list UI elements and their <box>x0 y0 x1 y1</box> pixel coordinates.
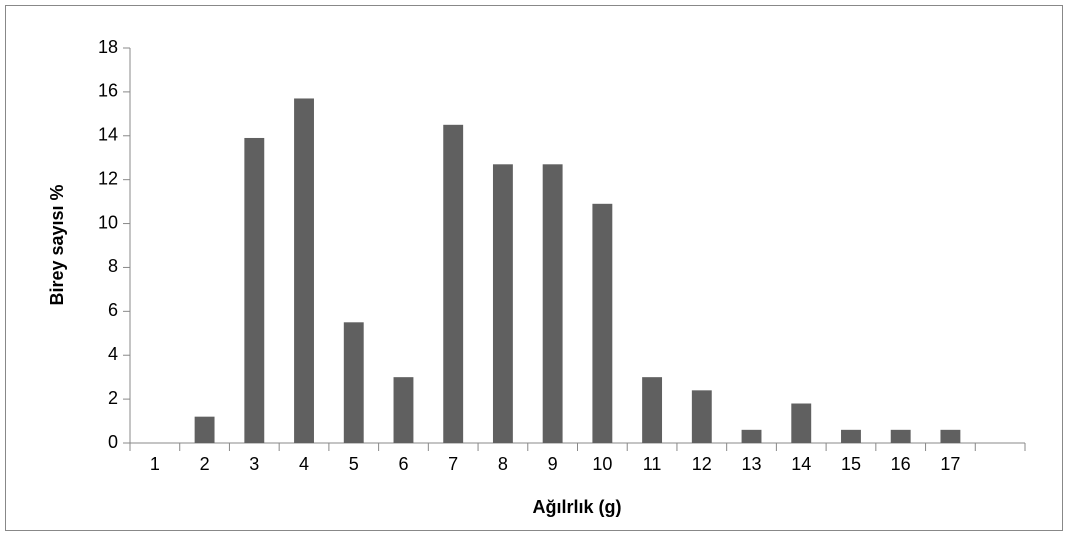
bar <box>642 377 663 443</box>
x-tick-label: 17 <box>940 454 960 474</box>
bar <box>940 429 961 443</box>
y-tick-label: 10 <box>98 212 118 232</box>
y-tick-label: 8 <box>108 256 118 276</box>
x-tick-label: 7 <box>448 454 458 474</box>
bar <box>393 377 414 443</box>
x-tick-label: 8 <box>498 454 508 474</box>
x-tick-label: 15 <box>841 454 861 474</box>
bar <box>294 98 314 443</box>
x-tick-label: 14 <box>791 454 811 474</box>
bar <box>443 124 464 444</box>
bar <box>741 429 762 443</box>
x-tick-label: 11 <box>643 454 662 474</box>
bar <box>194 416 215 443</box>
x-tick-label: 9 <box>548 454 558 474</box>
x-tick-label: 12 <box>692 454 712 474</box>
y-axis-title: Birey sayısı % <box>47 184 67 305</box>
bar <box>492 164 513 444</box>
bar <box>841 429 861 443</box>
bar <box>343 322 364 443</box>
y-tick-label: 14 <box>98 125 118 145</box>
x-tick-label: 6 <box>398 454 408 474</box>
bar <box>791 403 812 443</box>
y-tick-label: 4 <box>108 344 118 364</box>
y-tick-label: 0 <box>108 432 118 452</box>
y-tick-label: 16 <box>98 81 118 101</box>
x-axis-title: Ağılrlık (g) <box>533 497 622 517</box>
y-tick-label: 2 <box>108 388 118 408</box>
bar <box>890 429 911 443</box>
y-tick-label: 6 <box>108 300 118 320</box>
y-tick-label: 18 <box>98 37 118 57</box>
x-tick-label: 2 <box>200 454 210 474</box>
x-tick-label: 5 <box>349 454 359 474</box>
bar <box>592 203 613 443</box>
bar <box>542 164 563 444</box>
chart-border <box>5 5 1063 531</box>
x-tick-label: 1 <box>150 454 160 474</box>
x-tick-label: 13 <box>742 454 762 474</box>
x-tick-label: 16 <box>891 454 911 474</box>
x-tick-label: 3 <box>249 454 259 474</box>
x-tick-label: 4 <box>299 454 309 474</box>
x-tick-label: 10 <box>592 454 612 474</box>
bar <box>244 137 265 443</box>
y-tick-label: 12 <box>98 168 118 188</box>
bar <box>691 390 712 443</box>
